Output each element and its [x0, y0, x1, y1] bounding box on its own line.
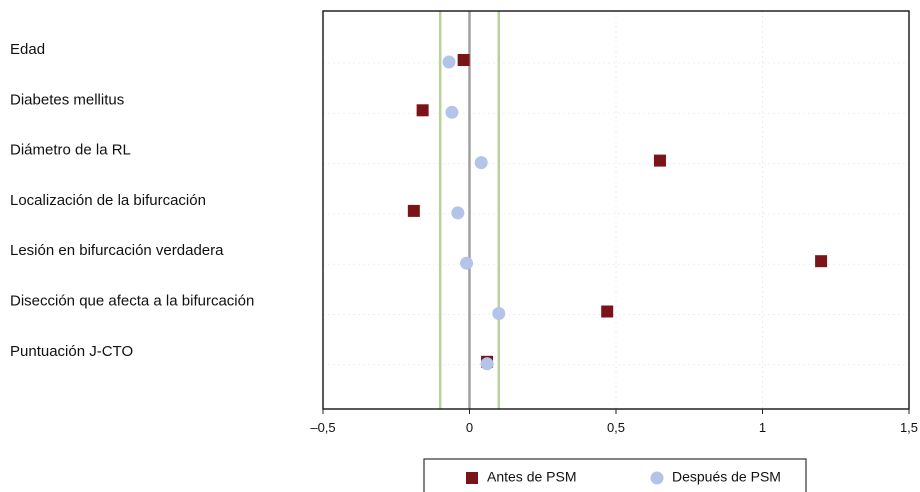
category-label-diabetes-mellitus: Diabetes mellitus: [10, 91, 124, 108]
despues-de-psm-marker-edad: [442, 55, 456, 69]
reference-lines: [438, 11, 501, 409]
category-labels: Edad Diabetes mellitus Diámetro de la RL Lo…: [10, 41, 254, 360]
category-label-diametro-de-la-rl: Diámetro de la RL: [10, 142, 131, 159]
x-tick-label-2: 0,5: [607, 420, 625, 435]
x-axis: –0,5 0 0,5 1 1,5: [310, 409, 918, 435]
category-label-diseccion-que-afecta-a-la-bifurcacion: Disección que afecta a la bifurcación: [10, 292, 254, 309]
despues-de-psm-marker-diametro-de-la-rl: [474, 156, 488, 170]
antes-de-psm-marker-diabetes-mellitus: [416, 104, 429, 117]
antes-de-psm-marker-diseccion-que-afecta-a-la-bifurcacion: [601, 305, 614, 318]
despues-de-psm-marker-localizacion-de-la-bifurcacion: [451, 206, 465, 220]
legend-box: [423, 458, 807, 492]
legend: Antes de PSM Después de PSM: [423, 458, 807, 492]
category-label-lesion-en-bifurcacion-verdadera: Lesión en bifurcación verdadera: [10, 242, 224, 259]
x-tick-label-4: 1,5: [900, 420, 918, 435]
legend-swatch-despues-de-psm: [650, 471, 664, 485]
category-label-puntuacion-j-cto: Puntuación J-CTO: [10, 343, 133, 360]
x-tick-label-1: 0: [466, 420, 473, 435]
data-markers: [407, 54, 828, 371]
x-tick-label-0: –0,5: [310, 420, 335, 435]
legend-label-despues-de-psm: Después de PSM: [672, 469, 781, 485]
antes-de-psm-marker-lesion-en-bifurcacion-verdadera: [815, 255, 828, 268]
despues-de-psm-marker-diabetes-mellitus: [445, 105, 459, 119]
despues-de-psm-marker-puntuacion-j-cto: [480, 357, 494, 371]
despues-de-psm-marker-diseccion-que-afecta-a-la-bifurcacion: [492, 307, 506, 320]
category-label-edad: Edad: [10, 41, 45, 58]
antes-de-psm-marker-diametro-de-la-rl: [653, 154, 666, 167]
antes-de-psm-marker-edad: [457, 54, 470, 66]
x-tick-label-3: 1: [759, 420, 766, 435]
antes-de-psm-marker-localizacion-de-la-bifurcacion: [407, 204, 420, 217]
category-label-localizacion-de-la-bifurcacion: Localización de la bifurcación: [10, 192, 206, 209]
legend-swatch-antes-de-psm: [466, 472, 478, 484]
despues-de-psm-marker-lesion-en-bifurcacion-verdadera: [460, 256, 474, 270]
legend-label-antes-de-psm: Antes de PSM: [487, 469, 577, 485]
